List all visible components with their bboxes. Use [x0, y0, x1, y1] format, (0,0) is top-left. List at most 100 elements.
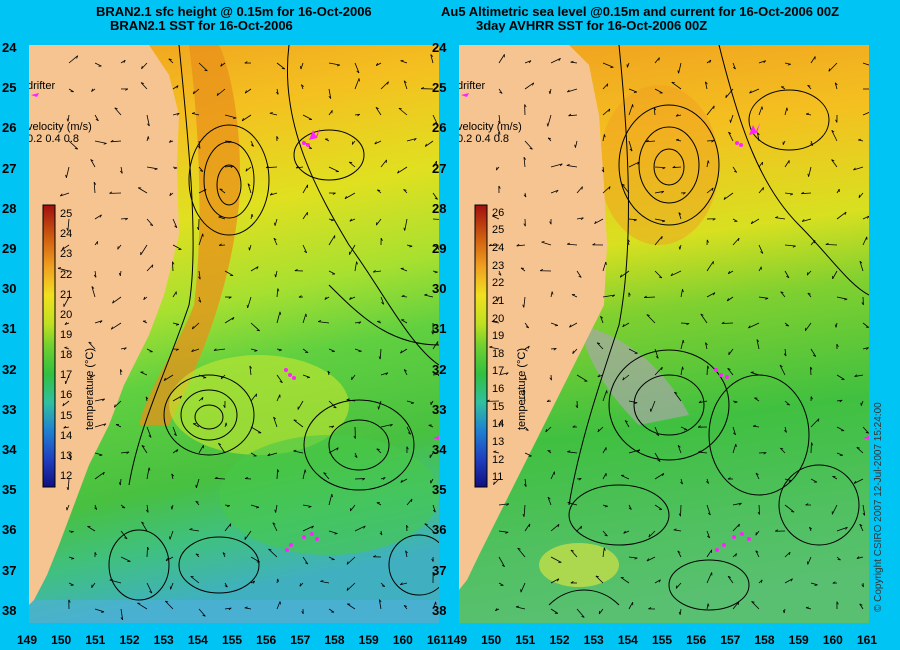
current-arrow: [706, 160, 709, 168]
current-arrow-head: [305, 562, 309, 565]
current-arrow-head: [809, 526, 813, 530]
current-arrow-head: [410, 402, 415, 404]
current-arrow: [63, 296, 70, 307]
current-arrow: [624, 420, 630, 428]
current-arrow-head: [99, 320, 103, 324]
current-arrow: [172, 322, 179, 325]
current-arrow-head: [549, 221, 552, 225]
current-arrow-head: [523, 223, 526, 227]
current-arrow-head: [59, 193, 63, 197]
current-arrow-head: [637, 161, 640, 165]
current-arrow: [140, 82, 148, 90]
current-arrow-head: [749, 90, 752, 94]
current-arrow: [146, 504, 149, 513]
current-arrow: [550, 322, 558, 326]
current-arrow: [120, 556, 131, 562]
current-arrow-head: [707, 603, 710, 607]
current-arrow-head: [661, 220, 666, 223]
current-arrow-head: [255, 506, 260, 509]
current-arrow-head: [567, 242, 571, 245]
current-arrow: [859, 603, 864, 610]
current-arrow-head: [349, 296, 352, 300]
current-arrow-head: [566, 164, 570, 166]
current-arrow-head: [375, 62, 379, 66]
current-arrow: [498, 503, 509, 506]
current-arrow-head: [558, 58, 561, 62]
current-arrow-head: [523, 389, 526, 393]
latitude-tick-label: 31: [432, 321, 447, 337]
current-arrow-head: [109, 578, 113, 581]
current-arrow-head: [812, 354, 816, 357]
current-arrow-head: [269, 192, 273, 196]
current-arrow: [749, 88, 760, 94]
current-arrow: [677, 445, 682, 454]
current-arrow: [862, 322, 869, 328]
current-arrow: [810, 56, 816, 64]
current-arrow: [723, 192, 734, 200]
current-arrow-head: [628, 292, 631, 296]
current-arrow-head: [657, 459, 661, 462]
current-arrow-head: [175, 324, 179, 326]
current-arrow-head: [424, 143, 427, 147]
current-arrow: [520, 582, 526, 593]
current-arrow-head: [140, 82, 145, 84]
current-arrow: [678, 212, 682, 220]
current-arrow-head: [619, 274, 622, 278]
current-arrow-head: [256, 266, 259, 270]
current-arrow: [801, 218, 812, 222]
current-arrow: [545, 426, 552, 433]
current-arrow: [141, 521, 148, 532]
current-arrow-head: [752, 424, 757, 427]
current-arrow: [117, 244, 122, 250]
current-arrow-head: [229, 523, 232, 527]
current-arrow-head: [575, 405, 578, 409]
current-arrow: [575, 140, 578, 148]
current-arrow: [492, 215, 500, 220]
current-arrow: [172, 261, 174, 272]
current-arrow-head: [401, 294, 405, 297]
current-arrow-head: [790, 578, 793, 582]
current-arrow: [498, 114, 501, 124]
latitude-tick-label: 38: [2, 602, 17, 618]
current-arrow: [328, 348, 335, 352]
current-arrow: [146, 166, 158, 170]
current-arrow-head: [301, 611, 304, 615]
current-arrow: [120, 166, 123, 174]
current-arrow-head: [346, 587, 349, 591]
current-arrow: [784, 107, 788, 116]
current-arrow-head: [64, 346, 68, 349]
longitude-tick-label: 151: [515, 633, 536, 647]
current-arrow-head: [750, 220, 754, 224]
current-arrow: [550, 163, 563, 168]
current-arrow: [836, 452, 843, 456]
current-arrow-head: [308, 147, 312, 150]
current-arrow-head: [807, 292, 811, 295]
current-arrow: [673, 529, 682, 532]
current-arrow-head: [147, 123, 150, 127]
current-arrow-head: [629, 148, 633, 152]
current-arrow: [354, 78, 360, 90]
current-arrow-head: [204, 189, 207, 192]
current-arrow: [424, 294, 434, 298]
current-arrow-head: [110, 139, 114, 143]
current-arrow: [328, 166, 339, 172]
current-arrow: [602, 166, 605, 173]
current-arrow-head: [70, 531, 74, 534]
current-arrow-head: [300, 66, 302, 70]
current-arrow-head: [197, 145, 201, 149]
current-arrow-head: [179, 395, 182, 399]
colorbar-tick-label: 13: [60, 449, 73, 462]
current-arrow-head: [828, 68, 831, 72]
current-arrow: [523, 504, 526, 517]
current-arrow-head: [675, 585, 678, 589]
current-arrow: [94, 398, 105, 402]
current-arrow: [247, 296, 252, 309]
latitude-tick-label: 38: [432, 602, 447, 618]
current-arrow-head: [424, 523, 428, 525]
current-arrow: [622, 374, 630, 381]
colorbar-tick-label: 17: [492, 365, 505, 378]
current-arrow: [432, 341, 439, 350]
current-arrow-head: [750, 371, 754, 373]
current-arrow-head: [331, 494, 333, 498]
current-arrow: [524, 322, 530, 329]
